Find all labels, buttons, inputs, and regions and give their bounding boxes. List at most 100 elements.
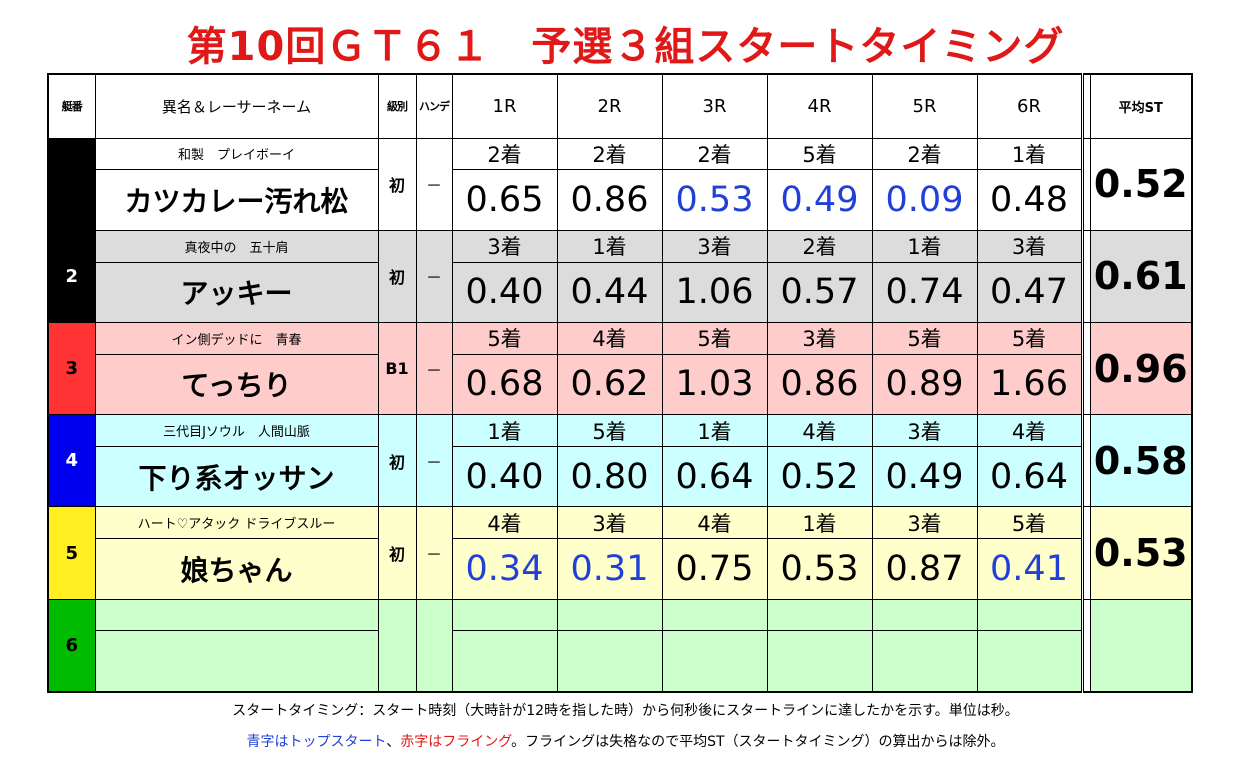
average-st: 0.52 — [1089, 137, 1193, 231]
race-6-start-time: 0.41 — [976, 538, 1083, 600]
race-1-start-time: 0.40 — [451, 445, 558, 508]
race-5-start-time: 0.74 — [871, 261, 978, 323]
header-row: 艇番 異名＆レーサーネーム 級別 ハンデ 1R 2R 3R 4R 5R 6R 平… — [47, 73, 1193, 139]
race-1-start-time: 0.68 — [451, 353, 558, 416]
race-2-place — [556, 598, 663, 632]
race-6-place: 1着 — [976, 137, 1083, 171]
race-5-place: 5着 — [871, 321, 978, 355]
column-separator — [1080, 414, 1091, 508]
race-3-place: 4着 — [661, 506, 768, 540]
boat-number: 4 — [47, 414, 96, 508]
race-1-place: 3着 — [451, 229, 558, 263]
race-6-place: 5着 — [976, 506, 1083, 540]
boat-number: 3 — [47, 321, 96, 416]
race-4-start-time: 0.53 — [766, 538, 873, 600]
racer-name: てっちり — [94, 353, 379, 416]
racer-row-6-top: 6 — [47, 598, 1193, 693]
page-title: 第10回ＧＴ６１ 予選３組スタートタイミング — [186, 24, 1065, 70]
race-2-place: 3着 — [556, 506, 663, 540]
header-handicap: ハンデ — [415, 73, 453, 139]
average-st: 0.96 — [1089, 321, 1193, 416]
racer-row-4-bottom: 下り系オッサン 0.40 0.80 0.64 0.52 0.49 0.64 — [48, 445, 1192, 508]
column-separator — [1080, 598, 1091, 693]
header-race-5: 5R — [871, 73, 978, 139]
column-separator — [1080, 321, 1091, 416]
racer-class: B1 — [377, 321, 417, 416]
racer-alias: 真夜中の 五十肩 — [94, 229, 379, 263]
header-race-2: 2R — [556, 73, 663, 139]
race-1-place: 5着 — [451, 321, 558, 355]
legend-flying: 赤字はフライング — [400, 734, 512, 750]
header-class: 級別 — [377, 73, 417, 139]
header-number: 艇番 — [47, 73, 96, 139]
race-1-start-time: 0.65 — [451, 169, 558, 231]
race-5-place: 3着 — [871, 414, 978, 447]
race-1-start-time: 0.40 — [451, 261, 558, 323]
race-5-place: 3着 — [871, 506, 978, 540]
race-4-start-time: 0.57 — [766, 261, 873, 323]
race-4-place — [766, 598, 873, 632]
racer-handicap — [415, 598, 453, 693]
race-4-start-time: 0.52 — [766, 445, 873, 508]
race-4-place: 3着 — [766, 321, 873, 355]
race-3-place: 3着 — [661, 229, 768, 263]
race-6-place — [976, 598, 1083, 632]
boat-number: 5 — [47, 506, 96, 600]
race-1-place: 2着 — [451, 137, 558, 171]
racer-alias: ハート♡アタック ドライブスルー — [94, 506, 379, 540]
race-6-start-time: 1.66 — [976, 353, 1083, 416]
race-6-start-time — [976, 630, 1083, 693]
race-3-start-time: 1.06 — [661, 261, 768, 323]
racer-row-5-bottom: 娘ちゃん 0.34 0.31 0.75 0.53 0.87 0.41 — [48, 538, 1192, 600]
race-3-place: 2着 — [661, 137, 768, 171]
race-6-start-time: 0.48 — [976, 169, 1083, 231]
racer-alias: 三代目Jソウル 人間山脈 — [94, 414, 379, 447]
racer-row-4-top: 4 三代目Jソウル 人間山脈初－ 1着 5着 1着 4着 3着 4着 0.58 — [47, 414, 1193, 508]
header-race-4: 4R — [766, 73, 873, 139]
race-3-start-time: 1.03 — [661, 353, 768, 416]
race-5-place — [871, 598, 978, 632]
racer-class: 初 — [377, 137, 417, 231]
race-6-place: 5着 — [976, 321, 1083, 355]
header-average: 平均ST — [1089, 73, 1193, 139]
race-5-start-time: 0.89 — [871, 353, 978, 416]
legend-separator: 、 — [386, 734, 401, 750]
racer-handicap: － — [415, 506, 453, 600]
race-5-start-time: 0.09 — [871, 169, 978, 231]
racer-class: 初 — [377, 506, 417, 600]
header-race-3: 3R — [661, 73, 768, 139]
race-4-place: 2着 — [766, 229, 873, 263]
racer-alias: 和製 プレイボーイ — [94, 137, 379, 171]
racer-handicap: － — [415, 229, 453, 323]
racer-name: 下り系オッサン — [94, 445, 379, 508]
race-6-place: 4着 — [976, 414, 1083, 447]
race-2-place: 5着 — [556, 414, 663, 447]
start-timing-table: 艇番 異名＆レーサーネーム 級別 ハンデ 1R 2R 3R 4R 5R 6R 平… — [47, 73, 1193, 693]
racer-row-3-top: 3 イン側デッドに 青春 B1 － 5着 4着 5着 3着 5着 5着 0.96 — [47, 321, 1193, 416]
racer-class: 初 — [377, 229, 417, 323]
race-2-start-time — [556, 630, 663, 693]
race-4-place: 5着 — [766, 137, 873, 171]
race-3-start-time: 0.64 — [661, 445, 768, 508]
racer-name: カツカレー汚れ松 — [94, 169, 379, 231]
race-2-start-time: 0.80 — [556, 445, 663, 508]
race-2-place: 4着 — [556, 321, 663, 355]
racer-row-6-bottom — [48, 630, 1192, 693]
column-separator — [1080, 229, 1091, 323]
column-separator — [1080, 506, 1091, 600]
race-1-start-time: 0.34 — [451, 538, 558, 600]
column-separator — [1080, 137, 1091, 231]
racer-row-1-bottom: カツカレー汚れ松 0.65 0.86 0.53 0.49 0.09 0.48 — [48, 169, 1192, 231]
race-3-place — [661, 598, 768, 632]
average-st: 0.58 — [1089, 414, 1193, 508]
race-2-start-time: 0.31 — [556, 538, 663, 600]
racer-handicap: － — [415, 414, 453, 508]
race-3-start-time: 0.53 — [661, 169, 768, 231]
average-st — [1089, 598, 1193, 693]
racer-row-5-top: 5 ハート♡アタック ドライブスルー初－ 4着 3着 4着 1着 3着 5着 0.53 — [47, 506, 1193, 600]
racer-alias: イン側デッドに 青春 — [94, 321, 379, 355]
race-2-start-time: 0.86 — [556, 169, 663, 231]
race-5-start-time — [871, 630, 978, 693]
header-race-6: 6R — [976, 73, 1083, 139]
boat-number: 6 — [47, 598, 96, 693]
